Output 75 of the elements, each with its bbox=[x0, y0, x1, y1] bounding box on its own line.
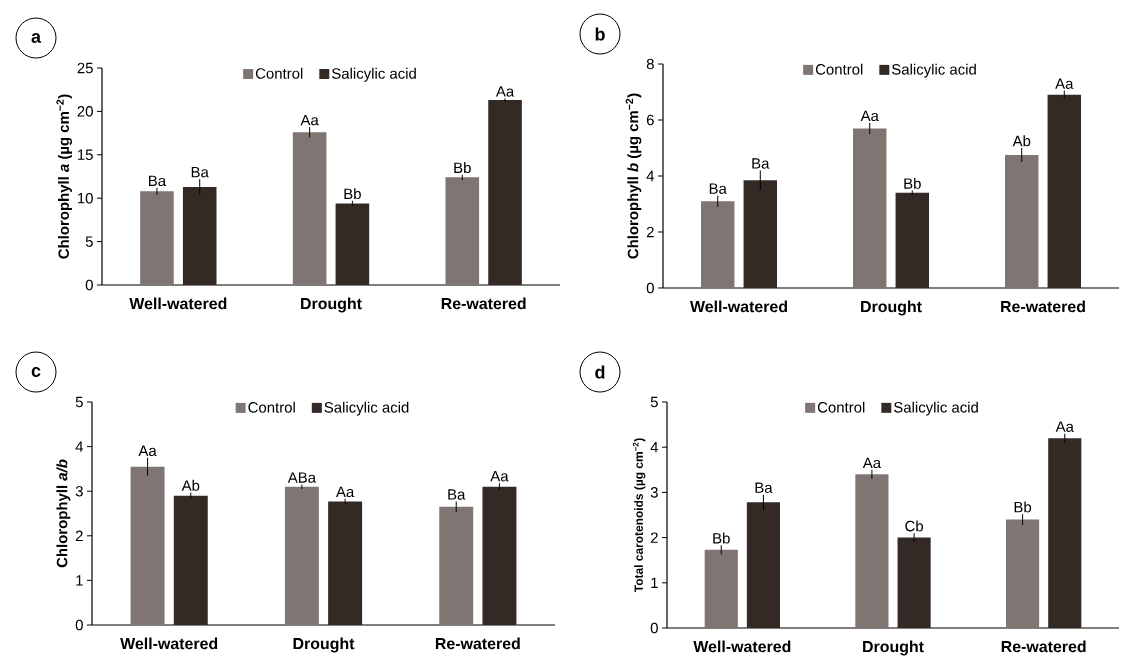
y-axis-title: Chlorophyll a/b bbox=[56, 459, 71, 568]
y-tick-label: 0 bbox=[75, 619, 83, 631]
y-tick-label: 5 bbox=[75, 396, 83, 408]
x-tick-label: Drought bbox=[293, 637, 355, 653]
data-label: Aa bbox=[138, 445, 157, 457]
y-axis-title: Chlorophyll a (µg cm$^{−2}$) bbox=[56, 94, 73, 259]
y-tick-label: 1 bbox=[76, 575, 83, 586]
data-label: Cb bbox=[905, 520, 924, 532]
y-axis-title: Chlorophyll b (µg cm$^{−2}$) bbox=[625, 93, 642, 259]
legend-label: Salicylic acid bbox=[324, 401, 409, 416]
y-tick-label: 2 bbox=[650, 532, 658, 543]
y-tick-label: 0 bbox=[650, 622, 658, 634]
data-label: Aa bbox=[300, 114, 319, 126]
chart-title: d bbox=[595, 365, 605, 379]
y-tick-label: 0 bbox=[646, 282, 654, 294]
x-tick-label: Well-watered bbox=[693, 640, 791, 653]
data-label: Aa bbox=[336, 486, 355, 498]
y-tick-label: 5 bbox=[650, 396, 658, 408]
legend-label: Control bbox=[815, 63, 863, 75]
data-label: Ab bbox=[181, 479, 200, 491]
data-label: Ba bbox=[149, 175, 167, 187]
x-tick-label: Well-watered bbox=[120, 637, 218, 650]
y-tick-label: 5 bbox=[85, 236, 93, 247]
y-tick-label: 20 bbox=[77, 106, 93, 117]
y-tick-label: 1 bbox=[651, 577, 658, 588]
chart-title: b bbox=[595, 27, 605, 41]
x-tick-label: Well-watered bbox=[690, 300, 787, 313]
y-tick-label: 15 bbox=[78, 149, 93, 160]
y-tick-label: 3 bbox=[650, 487, 658, 498]
x-tick-label: Re-watered bbox=[435, 637, 520, 650]
y-tick-label: 4 bbox=[650, 442, 659, 453]
x-tick-label: Drought bbox=[861, 300, 922, 316]
legend-label: Salicylic acid bbox=[893, 401, 978, 416]
x-tick-label: Re-watered bbox=[1001, 640, 1086, 653]
data-label: Ba bbox=[191, 166, 209, 178]
y-tick-label: 6 bbox=[646, 114, 654, 126]
data-label: Aa bbox=[495, 86, 515, 97]
x-tick-label: Drought bbox=[863, 640, 924, 656]
data-label: Bb bbox=[344, 188, 361, 200]
y-tick-label: 0 bbox=[85, 279, 93, 291]
y-tick-label: 10 bbox=[78, 192, 93, 204]
data-label: Aa bbox=[862, 457, 882, 469]
legend-label: Control bbox=[248, 401, 295, 413]
data-label: Aa bbox=[1055, 78, 1074, 89]
y-tick-label: 2 bbox=[646, 226, 654, 238]
data-label: Ab bbox=[1012, 135, 1031, 147]
y-axis-title: Total carotenoids (µg cm$^{−2}$) bbox=[632, 438, 646, 593]
y-tick-label: 8 bbox=[646, 58, 654, 70]
data-label: Bb bbox=[454, 162, 471, 174]
data-label: Bb bbox=[904, 177, 921, 189]
data-label: Aa bbox=[1055, 421, 1074, 432]
x-tick-label: Drought bbox=[301, 297, 362, 313]
legend-label: Control bbox=[817, 401, 865, 413]
data-label: Ba bbox=[752, 158, 770, 169]
data-label: Aa bbox=[860, 110, 879, 122]
data-label: Aa bbox=[490, 471, 509, 482]
chart-title: c bbox=[31, 367, 41, 377]
data-label: ABa bbox=[287, 472, 317, 483]
legend-label: Salicylic acid bbox=[331, 67, 416, 82]
y-tick-label: 2 bbox=[75, 530, 83, 542]
data-label: Ba bbox=[709, 183, 727, 194]
x-tick-label: Well-watered bbox=[129, 297, 227, 310]
y-tick-label: 4 bbox=[646, 170, 655, 182]
data-label: Bb bbox=[1014, 501, 1032, 513]
legend-label: Control bbox=[255, 67, 303, 79]
data-label: Bb bbox=[713, 532, 730, 544]
data-label: Ba bbox=[448, 489, 466, 500]
y-tick-label: 3 bbox=[75, 485, 83, 497]
legend-label: Salicylic acid bbox=[891, 63, 976, 78]
y-tick-label: 4 bbox=[75, 441, 84, 452]
x-tick-label: Re-watered bbox=[441, 297, 526, 310]
chart-title: a bbox=[31, 33, 42, 43]
y-tick-label: 25 bbox=[77, 62, 93, 74]
x-tick-label: Re-watered bbox=[1001, 300, 1085, 313]
data-label: Ba bbox=[755, 482, 773, 493]
